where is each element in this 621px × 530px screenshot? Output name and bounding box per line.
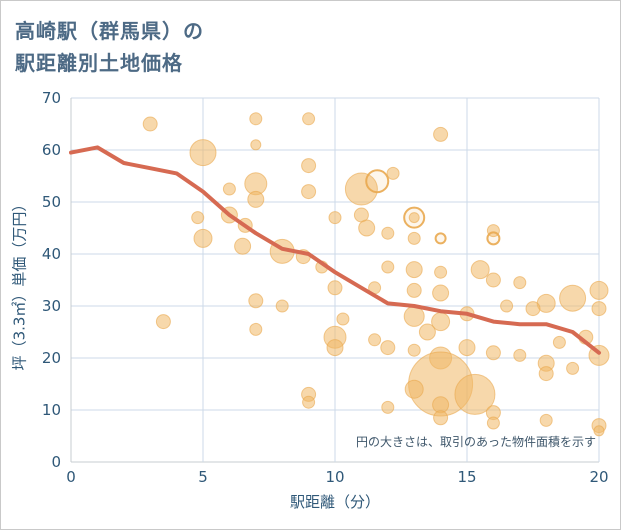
bubble-point <box>591 301 607 317</box>
y-tick-label: 20 <box>42 349 61 367</box>
bubble-point <box>302 112 316 126</box>
bubble-point <box>301 184 317 200</box>
bubble-point <box>470 260 490 280</box>
bubble-size-annotation: 円の大きさは、取引のあった物件面積を示す <box>355 435 596 449</box>
bubble-point <box>486 231 501 246</box>
chart-title-line1: 高崎駅（群馬県）の <box>15 19 204 43</box>
bubble-point <box>302 395 316 409</box>
bubble-point <box>407 343 421 357</box>
bubble-point <box>513 348 527 362</box>
bubble-point <box>189 139 217 167</box>
bubble-point <box>525 301 541 317</box>
bubble-point <box>500 299 514 313</box>
bubble-point <box>381 226 395 240</box>
bubble-point <box>234 237 252 255</box>
bubble-point <box>405 261 423 279</box>
bubble-point <box>485 272 501 288</box>
x-tick-label: 10 <box>325 468 344 486</box>
bubble-point <box>406 282 422 298</box>
bubble-point <box>344 172 378 206</box>
bubble-point <box>434 232 447 245</box>
bubble-point <box>249 322 263 336</box>
x-tick-label: 15 <box>457 468 476 486</box>
bubble-point <box>327 280 343 296</box>
bubble-point <box>222 182 236 196</box>
bubble-point <box>486 416 500 430</box>
bubble-point <box>408 212 420 224</box>
y-tick-label: 50 <box>42 193 61 211</box>
bubble-point <box>380 340 396 356</box>
bubble-point <box>247 190 265 208</box>
bubble-point <box>593 425 605 437</box>
bubble-point <box>326 339 344 357</box>
y-tick-label: 60 <box>42 141 61 159</box>
x-tick-label: 0 <box>66 468 76 486</box>
bubble-point <box>358 219 376 237</box>
bubble-point <box>559 284 587 312</box>
bubble-point <box>513 276 527 290</box>
x-tick-label: 5 <box>198 468 208 486</box>
bubble-point <box>432 284 450 302</box>
bubble-point <box>248 293 264 309</box>
y-tick-label: 10 <box>42 401 61 419</box>
x-tick-label: 20 <box>589 468 608 486</box>
bubble-point <box>381 400 395 414</box>
bubble-point <box>418 323 436 341</box>
bubble-point <box>386 166 400 180</box>
bubble-point <box>381 260 395 274</box>
bubble-point <box>249 112 263 126</box>
bubble-point <box>539 413 553 427</box>
bubble-point <box>368 333 382 347</box>
bubble-point <box>193 228 213 248</box>
bubble-point <box>336 312 350 326</box>
chart-title-line2: 駅距離別土地価格 <box>15 51 183 75</box>
y-tick-label: 0 <box>51 453 61 471</box>
bubble-point <box>250 139 262 151</box>
bubble-point <box>458 339 476 357</box>
bubble-point <box>433 410 449 426</box>
bubble-point <box>589 280 609 300</box>
bubble-point <box>301 158 317 174</box>
bubble-point <box>328 211 342 225</box>
y-axis-label: 坪（3.3㎡）単価（万円） <box>10 196 29 371</box>
bubble-point <box>191 211 205 225</box>
bubble-point <box>433 126 449 142</box>
bubble-point <box>552 335 566 349</box>
bubble-point <box>404 379 424 399</box>
bubble-point <box>485 345 501 361</box>
bubble-point <box>142 116 158 132</box>
bubble-point <box>155 314 171 330</box>
bubble-point <box>566 361 580 375</box>
bubble-point <box>434 265 448 279</box>
bubble-point <box>275 299 289 313</box>
trend-line <box>69 145 601 355</box>
bubble-point <box>407 231 421 245</box>
y-tick-label: 30 <box>42 297 61 315</box>
bubble-point <box>365 169 390 194</box>
bubble-point <box>538 366 554 382</box>
x-axis-label: 駅距離（分） <box>289 493 380 511</box>
y-tick-label: 40 <box>42 245 61 263</box>
bubble-point <box>454 373 496 415</box>
y-tick-label: 70 <box>42 89 61 107</box>
